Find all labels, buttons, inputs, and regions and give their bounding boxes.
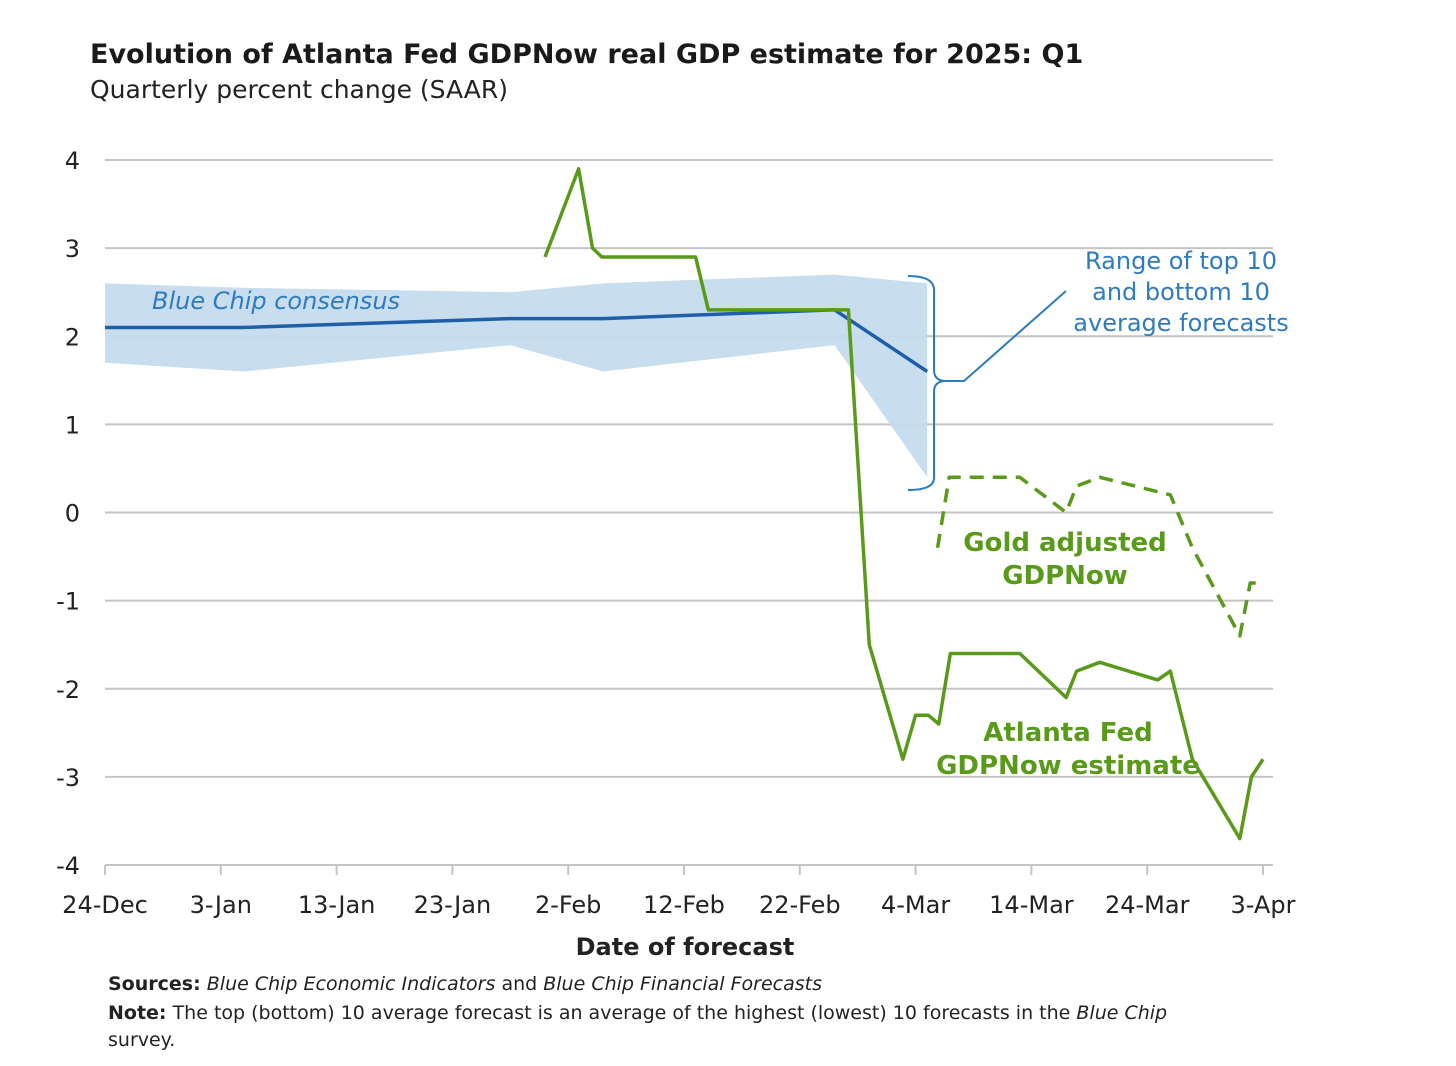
- annotation-gdpnow-1: Atlanta Fed: [983, 718, 1153, 748]
- x-axis-label: Date of forecast: [576, 933, 795, 961]
- gold-adjusted-gdpnow-line: [935, 475, 1258, 638]
- annotation-range-2: and bottom 10: [1092, 278, 1270, 306]
- sources-1: Blue Chip Economic Indicators: [207, 973, 496, 995]
- y-tick-label: 4: [65, 147, 80, 175]
- y-tick-label: -1: [56, 588, 80, 616]
- annotation-range-3: average forecasts: [1073, 309, 1288, 337]
- x-tick-label: 13-Jan: [298, 891, 376, 919]
- y-tick-label: -4: [56, 852, 80, 880]
- note-line: Note: The top (bottom) 10 average foreca…: [108, 1002, 1167, 1024]
- range-pointer-line: [946, 290, 1067, 382]
- y-tick-label: 3: [65, 235, 80, 263]
- x-axis-ticks: 24-Dec 3-Jan 13-Jan 23-Jan 2-Feb 12-Feb 22-Feb…: [62, 865, 1296, 919]
- y-tick-label: -3: [56, 764, 80, 792]
- chart-subtitle: Quarterly percent change (SAAR): [90, 75, 508, 104]
- x-tick-label: 3-Apr: [1231, 891, 1296, 919]
- annotation-blue-chip: Blue Chip consensus: [152, 287, 400, 315]
- y-axis-ticks: 4 3 2 1 0 -1 -2 -3 -4: [56, 147, 80, 880]
- y-tick-label: 2: [65, 323, 80, 351]
- note-label: Note:: [108, 1002, 167, 1024]
- x-tick-label: 23-Jan: [414, 891, 492, 919]
- x-tick-label: 12-Feb: [643, 891, 725, 919]
- annotation-range-1: Range of top 10: [1085, 247, 1277, 275]
- x-tick-label: 14-Mar: [989, 891, 1074, 919]
- x-tick-label: 22-Feb: [759, 891, 841, 919]
- y-tick-label: 1: [65, 411, 80, 439]
- note-text: The top (bottom) 10 average forecast is …: [167, 1002, 1077, 1024]
- annotation-gold-2: GDPNow: [1002, 561, 1128, 591]
- sources-and: and: [495, 973, 543, 995]
- series-lines: [105, 167, 1265, 841]
- x-tick-label: 4-Mar: [881, 891, 950, 919]
- sources-line: Sources: Blue Chip Economic Indicators a…: [108, 973, 822, 995]
- x-tick-label: 3-Jan: [190, 891, 252, 919]
- chart-title: Evolution of Atlanta Fed GDPNow real GDP…: [90, 39, 1083, 70]
- note-italic: Blue Chip: [1076, 1002, 1167, 1024]
- y-tick-label: -2: [56, 676, 80, 704]
- x-tick-label: 24-Dec: [62, 891, 148, 919]
- x-tick-label: 2-Feb: [535, 891, 601, 919]
- annotation-gdpnow-2: GDPNow estimate: [936, 751, 1200, 781]
- annotation-gold-1: Gold adjusted: [963, 528, 1167, 558]
- x-tick-label: 24-Mar: [1105, 891, 1190, 919]
- sources-2: Blue Chip Financial Forecasts: [543, 973, 822, 995]
- y-tick-label: 0: [65, 500, 80, 528]
- note-end: survey.: [108, 1029, 175, 1051]
- sources-label: Sources:: [108, 973, 201, 995]
- atlanta-fed-gdpnow-estimate-line: [543, 167, 1265, 841]
